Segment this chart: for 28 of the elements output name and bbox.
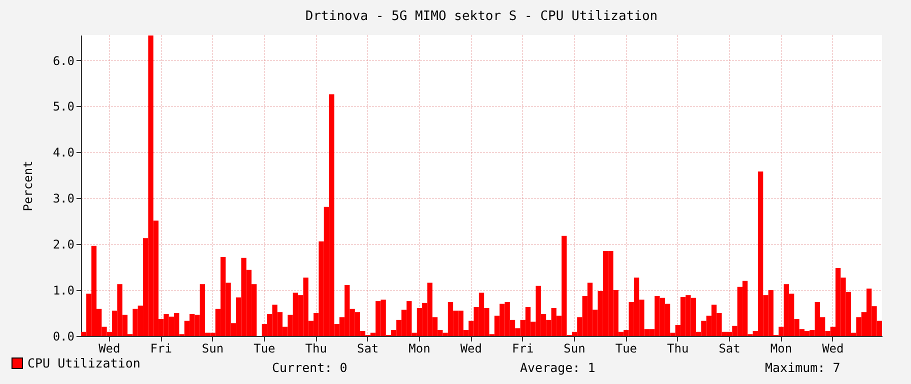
text: Current: 0 (272, 360, 348, 375)
x-tick-label: Mon (770, 342, 792, 356)
x-tick-label: Wed (98, 342, 120, 356)
text: Maximum: 7 (765, 360, 840, 375)
y-tick-label: 1.0 (52, 284, 74, 298)
x-tick-label: Sat (356, 342, 379, 356)
x-tick-label: Wed (822, 342, 844, 356)
y-tick-label: 4.0 (52, 146, 74, 160)
y-tick-label: 2.0 (52, 238, 74, 252)
x-tick-label: Thu (305, 342, 327, 356)
x-tick-label: Fri (150, 342, 172, 356)
x-tick-label: Sun (202, 342, 224, 356)
text: Average: 1 (520, 360, 596, 375)
x-tick-label: Fri (512, 342, 534, 356)
x-tick-label: Sat (718, 342, 740, 356)
y-tick-label: 5.0 (52, 100, 74, 114)
x-tick-label: Tue (615, 342, 638, 356)
y-tick-label: 6.0 (52, 54, 74, 68)
x-tick-label: Wed (460, 342, 482, 356)
chart-title: Drtinova - 5G MIMO sektor S - CPU Utilization (305, 9, 658, 24)
y-axis-title: Percent (20, 160, 35, 212)
legend-label: CPU Utilization (28, 355, 140, 370)
y-tick-label: 3.0 (52, 192, 74, 206)
x-tick-label: Thu (667, 342, 689, 356)
x-tick-label: Mon (408, 342, 430, 356)
x-tick-label: Tue (254, 342, 276, 356)
x-tick-label: Sun (564, 342, 586, 356)
y-tick-label: 0.0 (52, 330, 74, 344)
